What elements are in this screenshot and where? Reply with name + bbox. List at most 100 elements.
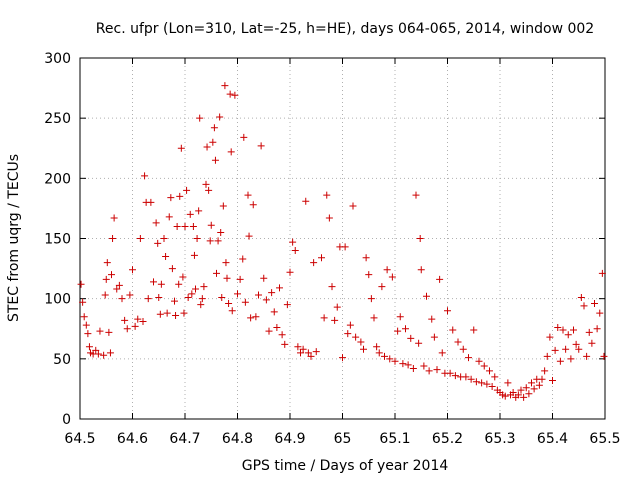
data-point bbox=[109, 235, 117, 242]
data-point bbox=[304, 349, 312, 357]
data-point bbox=[276, 284, 283, 292]
data-point bbox=[101, 291, 109, 299]
data-point bbox=[600, 352, 608, 360]
data-point bbox=[222, 259, 230, 267]
data-point bbox=[217, 228, 225, 236]
data-point bbox=[399, 360, 407, 368]
data-point bbox=[475, 357, 483, 365]
data-point bbox=[176, 192, 184, 200]
data-point bbox=[115, 281, 123, 289]
data-point bbox=[100, 351, 108, 359]
y-tick-label: 200 bbox=[44, 171, 71, 187]
data-point bbox=[352, 333, 360, 341]
data-point bbox=[375, 349, 383, 357]
chart-title: Rec. ufpr (Lon=310, Lat=-25, h=HE), days… bbox=[96, 21, 594, 37]
data-point bbox=[478, 379, 486, 387]
data-point bbox=[152, 219, 160, 227]
data-point bbox=[444, 307, 451, 315]
data-point bbox=[465, 354, 472, 362]
data-point bbox=[186, 210, 194, 218]
y-tick-label: 50 bbox=[53, 352, 71, 368]
data-point bbox=[160, 235, 168, 242]
data-point bbox=[291, 247, 299, 255]
x-tick-label: 65.3 bbox=[484, 431, 515, 447]
data-point bbox=[179, 273, 187, 281]
data-point bbox=[325, 214, 333, 222]
data-point bbox=[198, 295, 206, 303]
x-tick-label: 64.8 bbox=[222, 431, 253, 447]
data-point bbox=[328, 283, 336, 291]
data-point bbox=[436, 275, 444, 283]
data-point bbox=[580, 302, 588, 310]
data-point bbox=[126, 291, 134, 299]
data-point bbox=[386, 355, 394, 363]
y-tick-label: 100 bbox=[44, 292, 71, 308]
data-point bbox=[175, 280, 183, 288]
data-point bbox=[454, 338, 462, 346]
data-point bbox=[214, 237, 222, 245]
data-point bbox=[197, 301, 205, 309]
data-point bbox=[381, 352, 388, 360]
data-point bbox=[362, 254, 370, 262]
data-point bbox=[349, 202, 357, 210]
data-point bbox=[162, 253, 170, 261]
data-point bbox=[240, 133, 248, 141]
data-point bbox=[213, 269, 220, 277]
data-point bbox=[407, 334, 415, 342]
data-point bbox=[219, 202, 227, 210]
data-point bbox=[155, 293, 163, 301]
data-point bbox=[312, 348, 320, 356]
data-point bbox=[409, 364, 417, 372]
data-point bbox=[172, 312, 180, 320]
data-point bbox=[136, 235, 144, 242]
x-tick-label: 64.9 bbox=[274, 431, 305, 447]
data-point bbox=[307, 352, 315, 360]
data-point bbox=[297, 349, 304, 357]
data-point bbox=[171, 297, 178, 305]
data-point bbox=[283, 301, 291, 309]
y-axis-label: STEC from uqrg / TECUs bbox=[6, 154, 22, 322]
data-point bbox=[205, 186, 213, 194]
data-points bbox=[77, 82, 608, 401]
x-axis-label: GPS time / Days of year 2014 bbox=[242, 458, 449, 474]
data-point bbox=[207, 221, 215, 229]
y-tick-label: 150 bbox=[44, 232, 71, 248]
data-point bbox=[318, 254, 325, 262]
data-point bbox=[480, 362, 488, 370]
data-point bbox=[488, 383, 496, 391]
data-point bbox=[202, 180, 210, 188]
data-point bbox=[575, 345, 583, 353]
data-point bbox=[483, 380, 491, 388]
data-point bbox=[85, 343, 93, 351]
data-point bbox=[180, 309, 188, 317]
data-point bbox=[226, 90, 234, 98]
data-point bbox=[221, 82, 229, 90]
data-point bbox=[252, 313, 260, 321]
data-point bbox=[404, 361, 412, 369]
y-tick-label: 250 bbox=[44, 111, 71, 127]
data-point bbox=[108, 271, 115, 279]
data-point bbox=[77, 280, 85, 288]
y-tick-label: 300 bbox=[44, 51, 71, 67]
data-point bbox=[286, 268, 294, 276]
data-point bbox=[270, 308, 278, 316]
data-point bbox=[520, 393, 528, 401]
data-point bbox=[165, 213, 173, 221]
data-point bbox=[451, 372, 459, 380]
data-point bbox=[320, 314, 328, 322]
data-point bbox=[113, 285, 121, 293]
data-point bbox=[514, 391, 522, 399]
x-tick-label: 65.1 bbox=[379, 431, 410, 447]
data-point bbox=[184, 293, 192, 301]
data-point bbox=[344, 330, 352, 338]
x-tick-label: 65.4 bbox=[537, 431, 568, 447]
x-tick-label: 64.5 bbox=[64, 431, 95, 447]
data-point bbox=[163, 309, 171, 317]
data-point bbox=[105, 328, 113, 336]
data-point bbox=[123, 325, 131, 333]
data-point bbox=[110, 214, 118, 222]
data-point bbox=[517, 386, 525, 394]
data-point bbox=[294, 343, 302, 351]
data-point bbox=[200, 283, 208, 291]
data-point bbox=[323, 191, 331, 199]
